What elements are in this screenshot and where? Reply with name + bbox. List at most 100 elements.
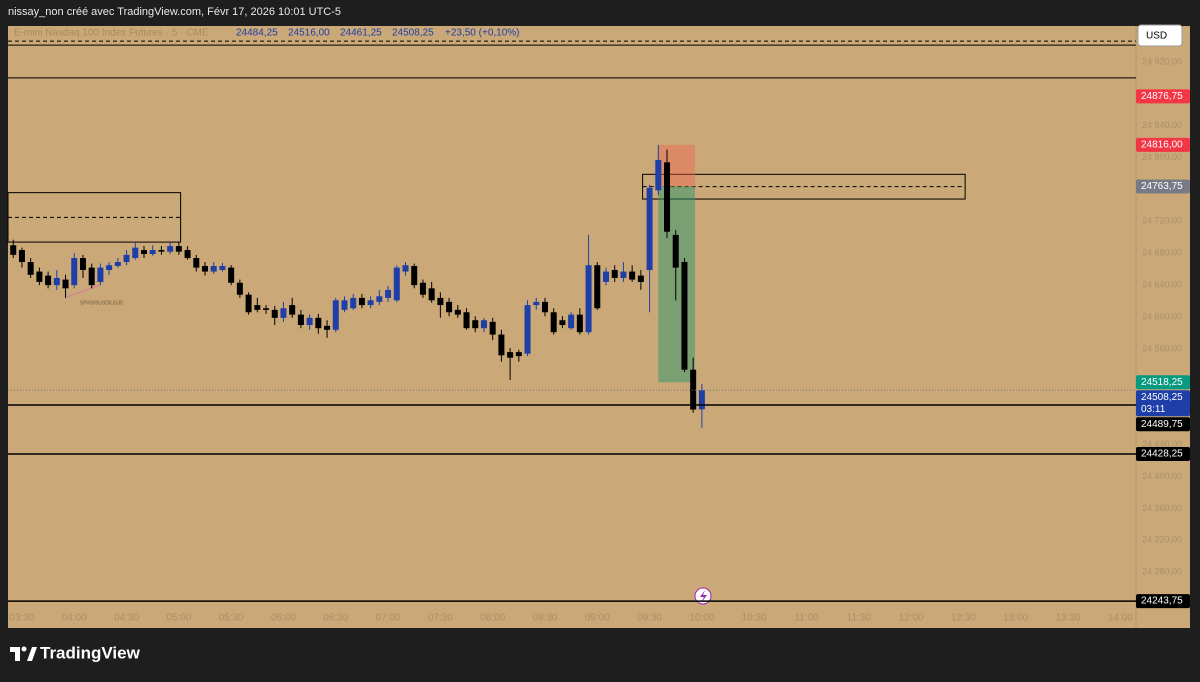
price-label-box xyxy=(1136,417,1190,432)
y-tick-label: 24 680,00 xyxy=(1142,248,1182,258)
y-tick-label: 24 720,00 xyxy=(1142,216,1182,226)
price-label-box xyxy=(1136,446,1190,461)
candle-body xyxy=(507,352,514,358)
candle-body xyxy=(341,300,348,310)
x-tick-label: 06:30 xyxy=(323,613,348,624)
candle-body xyxy=(210,266,217,272)
candle-body xyxy=(297,314,304,326)
candle-body xyxy=(559,320,566,326)
candle-body xyxy=(315,317,322,329)
x-tick-label: 05:30 xyxy=(219,613,244,624)
ohlc-label: 24508,25 xyxy=(392,28,434,39)
x-tick-label: 10:30 xyxy=(742,613,767,624)
price-label-box xyxy=(1136,594,1190,609)
price-label-box xyxy=(1136,179,1190,194)
change-label: +23,50 (+0,10%) xyxy=(445,28,520,39)
price-label: 24489,75 xyxy=(1141,419,1183,430)
candle-body xyxy=(524,305,531,354)
candle-body xyxy=(18,250,25,263)
price-label: 24243,75 xyxy=(1141,596,1183,607)
candle-body xyxy=(437,297,444,306)
candle-body xyxy=(489,321,496,335)
ohlc-label: 24516,00 xyxy=(288,28,330,39)
candle-body xyxy=(541,301,548,313)
x-tick-label: 11:30 xyxy=(847,613,872,624)
x-tick-label: 08:30 xyxy=(532,613,557,624)
candle-body xyxy=(219,266,226,270)
candle-body xyxy=(132,247,139,259)
candle-body xyxy=(602,271,609,282)
candle-body xyxy=(202,266,209,272)
candle-body xyxy=(158,250,165,252)
x-tick-label: 13:00 xyxy=(1003,613,1028,624)
price-label: 24816,00 xyxy=(1141,139,1183,150)
trend-line xyxy=(66,284,101,298)
candle-body xyxy=(306,317,313,326)
x-tick-label: 09:30 xyxy=(637,613,662,624)
candle-body xyxy=(463,312,470,329)
candle-body xyxy=(637,275,644,282)
currency: USD xyxy=(1146,31,1167,42)
candle-body xyxy=(350,297,357,309)
candle-body xyxy=(629,271,636,280)
logo xyxy=(10,646,37,661)
price-label: 24508,25 xyxy=(1141,392,1183,403)
y-tick-label: 24 320,00 xyxy=(1142,535,1182,545)
candle-body xyxy=(655,159,662,191)
ohlc-label: 24484,25 xyxy=(236,28,278,39)
y-tick-label: 24 560,00 xyxy=(1142,343,1182,353)
candle-body xyxy=(123,254,130,263)
y-tick-label: 24 280,00 xyxy=(1142,567,1182,577)
x-tick-label: 04:30 xyxy=(114,613,139,624)
candle-body xyxy=(611,269,618,278)
x-tick-label: 09:00 xyxy=(585,613,610,624)
candle-body xyxy=(149,250,156,255)
candle-body xyxy=(690,369,697,410)
candle-body xyxy=(10,245,17,255)
candle-body xyxy=(594,265,601,309)
ohlc-label: 24461,25 xyxy=(340,28,382,39)
y-tick-label: 24 400,00 xyxy=(1142,471,1182,481)
x-tick-label: 13:30 xyxy=(1055,613,1080,624)
price-label: 24763,75 xyxy=(1141,181,1183,192)
candle-body xyxy=(620,271,627,278)
plot-area xyxy=(8,26,1190,628)
annotation: SPX500USD/US30 xyxy=(80,300,123,306)
x-tick-label: 12:00 xyxy=(899,613,924,624)
price-label: 24428,25 xyxy=(1141,449,1183,460)
candle-body xyxy=(698,390,705,410)
x-tick-label: 07:00 xyxy=(376,613,401,624)
candle-body xyxy=(411,266,418,286)
candle-body xyxy=(681,262,688,370)
y-tick-label: 24 840,00 xyxy=(1142,120,1182,130)
candle-body xyxy=(402,265,409,272)
x-tick-label: 05:00 xyxy=(166,613,191,624)
price-label: 24518,25 xyxy=(1141,377,1183,388)
candle-body xyxy=(62,279,69,289)
y-tick-label: 24 600,00 xyxy=(1142,311,1182,321)
x-tick-label: 14:00 xyxy=(1108,613,1133,624)
candle-body xyxy=(97,267,104,282)
candle-body xyxy=(53,277,60,286)
candle-body xyxy=(568,314,575,329)
candle-body xyxy=(646,187,653,270)
x-tick-label: 08:00 xyxy=(480,613,505,624)
y-tick-label: 24 800,00 xyxy=(1142,152,1182,162)
brand: TradingView xyxy=(40,643,141,662)
currency-button[interactable] xyxy=(1137,24,1183,47)
candle-body xyxy=(140,250,147,255)
candle-body xyxy=(280,308,287,318)
price-label-box xyxy=(1136,89,1190,104)
candle-body xyxy=(271,309,278,318)
candle-body xyxy=(664,162,671,232)
price-label-box xyxy=(1136,390,1190,417)
x-tick-label: 03:30 xyxy=(9,613,34,624)
x-tick-label: 07:30 xyxy=(428,613,453,624)
candle-body xyxy=(45,275,52,286)
y-tick-label: 24 360,00 xyxy=(1142,503,1182,513)
candle-body xyxy=(324,325,331,330)
y-tick-label: 24 440,00 xyxy=(1142,439,1182,449)
candle-body xyxy=(672,234,679,268)
candle-body xyxy=(27,262,34,275)
candle-body xyxy=(167,246,174,252)
